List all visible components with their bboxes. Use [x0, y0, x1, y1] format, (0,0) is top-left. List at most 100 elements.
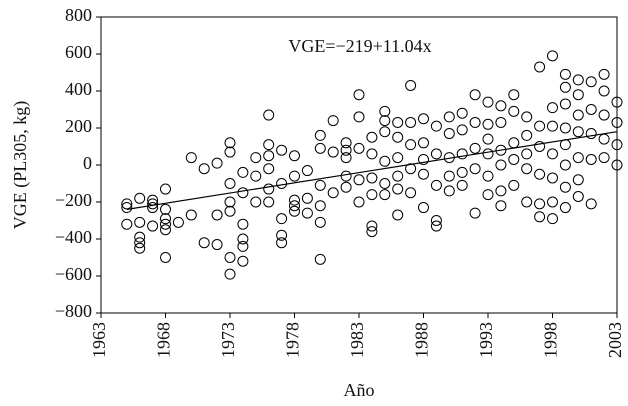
scatter-point	[263, 150, 275, 162]
scatter-point	[211, 239, 223, 251]
scatter-point	[147, 202, 159, 214]
x-tick-label: 1983	[347, 322, 367, 358]
scatter-point	[405, 139, 417, 151]
scatter-point	[250, 196, 262, 208]
x-tick-label: 1963	[89, 322, 109, 358]
scatter-point	[534, 141, 546, 152]
scatter-point	[430, 179, 442, 191]
scatter-point	[585, 153, 597, 165]
scatter-point	[611, 116, 623, 128]
scatter-point	[250, 170, 262, 182]
scatter-point	[547, 50, 558, 62]
scatter-point	[289, 150, 300, 162]
scatter-point	[276, 213, 288, 225]
y-tick-label: 800	[65, 5, 92, 25]
scatter-point	[405, 187, 417, 199]
scatter-point	[379, 115, 391, 127]
scatter-point	[263, 109, 275, 121]
scatter-point	[340, 144, 352, 156]
scatter-point	[263, 183, 275, 195]
y-tick-label: 0	[83, 153, 92, 173]
scatter-point	[353, 174, 365, 186]
scatter-point	[482, 148, 494, 160]
scatter-point	[340, 137, 352, 149]
scatter-point	[392, 170, 404, 182]
scatter-point	[263, 163, 275, 175]
annotation: VGE=−219+11.04x	[288, 36, 431, 56]
scatter-point	[559, 159, 571, 171]
scatter-point	[224, 178, 236, 189]
scatter-point	[237, 187, 249, 199]
scatter-point	[508, 137, 520, 149]
scatter-point	[534, 168, 546, 180]
scatter-point	[443, 185, 455, 197]
scatter-point	[314, 200, 326, 212]
scatter-point	[495, 185, 507, 197]
scatter-point	[508, 179, 520, 191]
scatter-point	[392, 116, 404, 128]
scatter-point	[134, 216, 146, 228]
scatter-point	[598, 109, 610, 121]
scatter-point	[392, 152, 404, 164]
scatter-point	[547, 196, 558, 208]
scatter-point	[160, 203, 171, 215]
scatter-point	[276, 178, 288, 189]
scatter-point	[379, 178, 391, 189]
scatter-point	[482, 96, 494, 108]
scatter-point	[456, 166, 468, 178]
scatter-point	[353, 89, 365, 101]
scatter-point	[301, 165, 313, 177]
scatter-point	[211, 209, 223, 221]
scatter-point	[559, 139, 571, 151]
scatter-point	[237, 218, 249, 230]
scatter-point	[224, 146, 236, 158]
scatter-point	[495, 200, 507, 212]
scatter-point	[211, 157, 223, 169]
scatter-point	[547, 120, 558, 132]
scatter-point	[160, 183, 171, 195]
scatter-point	[237, 233, 249, 245]
scatter-point	[559, 122, 571, 134]
scatter-point	[353, 111, 365, 123]
scatter-point	[366, 148, 378, 160]
scatter-point	[405, 79, 417, 91]
scatter-point	[456, 179, 468, 191]
scatter-point	[559, 68, 571, 80]
y-tick-label: 200	[65, 116, 92, 136]
scatter-point	[405, 116, 417, 128]
scatter-point	[469, 89, 481, 101]
scatter-point	[366, 220, 378, 232]
scatter-point	[521, 148, 533, 160]
scatter-point	[430, 148, 442, 160]
x-axis-label: Año	[344, 380, 375, 400]
scatter-point	[353, 196, 365, 208]
scatter-point	[366, 189, 378, 201]
scatter-point	[121, 218, 133, 230]
scatter-point	[289, 170, 300, 182]
scatter-point	[289, 194, 300, 206]
scatter-point	[547, 148, 558, 160]
scatter-point	[237, 255, 249, 267]
x-tick-label: 1973	[218, 322, 238, 358]
scatter-point	[585, 128, 597, 140]
scatter-point	[598, 133, 610, 145]
scatter-point	[160, 213, 171, 225]
scatter-point	[598, 85, 610, 97]
scatter-point	[366, 226, 378, 238]
scatter-point	[314, 179, 326, 191]
scatter-point	[237, 240, 249, 252]
scatter-point	[430, 120, 442, 132]
scatter-point	[572, 74, 584, 86]
scatter-point	[443, 111, 455, 123]
scatter-point	[495, 159, 507, 171]
scatter-point	[224, 268, 236, 280]
scatter-point	[521, 111, 533, 123]
scatter-point	[559, 202, 571, 214]
scatter-point	[418, 202, 429, 214]
scatter-point	[456, 107, 468, 119]
scatter-point	[340, 181, 352, 193]
scatter-point	[301, 192, 313, 204]
scatter-point	[482, 133, 494, 145]
scatter-point	[379, 155, 391, 167]
scatter-point	[495, 116, 507, 128]
